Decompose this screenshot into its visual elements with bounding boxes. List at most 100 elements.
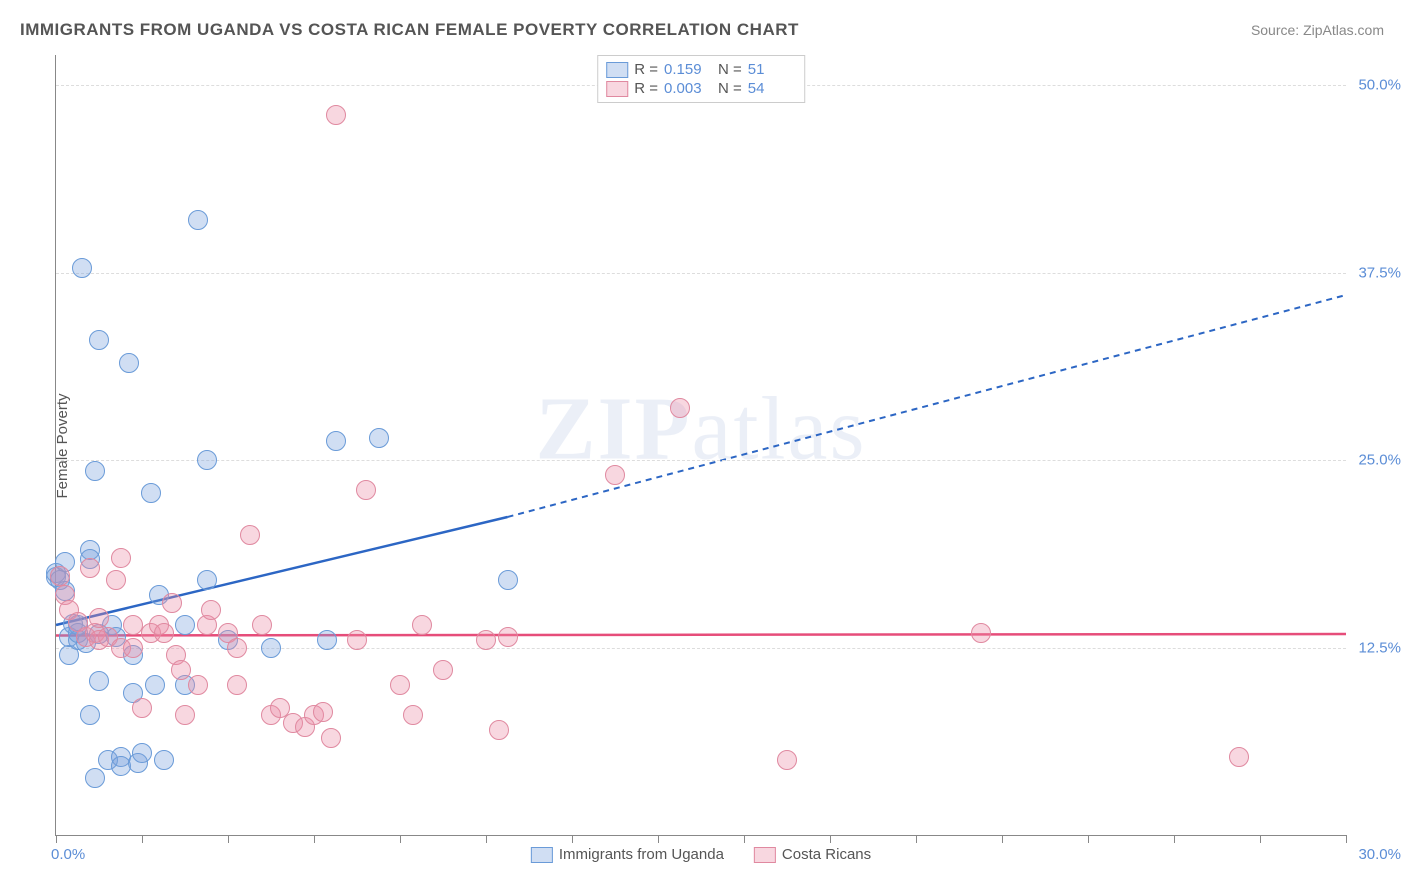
legend-n-value: 51 [748,61,796,78]
legend-r-label: R = [634,80,658,97]
y-tick-label: 50.0% [1358,77,1401,94]
data-point [162,593,182,613]
trend-line-dashed [508,295,1347,517]
data-point [356,480,376,500]
data-point [433,660,453,680]
legend-top-row: R = 0.003 N = 54 [606,79,796,98]
legend-correlation: R = 0.159 N = 51 R = 0.003 N = 54 [597,55,805,103]
data-point [89,671,109,691]
data-point [227,638,247,658]
source-attribution: Source: ZipAtlas.com [1251,22,1384,38]
y-tick-label: 25.0% [1358,452,1401,469]
x-tick [1002,835,1003,843]
x-tick [1260,835,1261,843]
data-point [188,675,208,695]
gridline [56,648,1346,649]
data-point [123,638,143,658]
legend-series-label: Immigrants from Uganda [559,846,724,863]
x-tick [830,835,831,843]
legend-series-label: Costa Ricans [782,846,871,863]
trend-line-solid [56,634,1346,636]
x-axis-max-label: 30.0% [1358,846,1401,863]
x-tick [400,835,401,843]
data-point [403,705,423,725]
legend-r-label: R = [634,61,658,78]
x-tick [228,835,229,843]
data-point [252,615,272,635]
data-point [347,630,367,650]
plot-area: ZIPatlas R =0.159N =51R =0.003N =54 Immi… [55,55,1346,836]
data-point [498,570,518,590]
legend-top-row: R = 0.159 N = 51 [606,60,796,79]
trend-lines-svg [56,55,1346,835]
data-point [317,630,337,650]
data-point [89,608,109,628]
data-point [50,566,70,586]
legend-swatch [606,62,628,78]
chart-title: IMMIGRANTS FROM UGANDA VS COSTA RICAN FE… [20,20,799,40]
legend-bottom-item: Costa Ricans [754,846,871,863]
data-point [1229,747,1249,767]
x-tick [1088,835,1089,843]
data-point [154,623,174,643]
data-point [489,720,509,740]
data-point [119,353,139,373]
data-point [261,638,281,658]
data-point [145,675,165,695]
legend-bottom-item: Immigrants from Uganda [531,846,724,863]
legend-series: Immigrants from Uganda Costa Ricans [531,846,871,863]
data-point [197,570,217,590]
x-tick [314,835,315,843]
x-tick [486,835,487,843]
data-point [227,675,247,695]
data-point [197,450,217,470]
data-point [321,728,341,748]
data-point [326,431,346,451]
chart-container: IMMIGRANTS FROM UGANDA VS COSTA RICAN FE… [0,0,1406,892]
x-tick [1346,835,1347,843]
x-tick [142,835,143,843]
data-point [369,428,389,448]
data-point [132,698,152,718]
data-point [313,702,333,722]
data-point [605,465,625,485]
legend-swatch [531,847,553,863]
data-point [777,750,797,770]
data-point [498,627,518,647]
data-point [72,258,92,278]
data-point [111,548,131,568]
legend-n-label: N = [718,61,742,78]
data-point [412,615,432,635]
x-tick [572,835,573,843]
data-point [141,483,161,503]
data-point [154,750,174,770]
gridline [56,460,1346,461]
data-point [85,768,105,788]
x-tick [56,835,57,843]
legend-swatch [754,847,776,863]
legend-swatch [606,81,628,97]
data-point [971,623,991,643]
trend-line-solid [56,517,508,625]
legend-r-value: 0.159 [664,61,712,78]
data-point [171,660,191,680]
data-point [476,630,496,650]
y-tick-label: 12.5% [1358,639,1401,656]
data-point [132,743,152,763]
data-point [326,105,346,125]
data-point [80,705,100,725]
x-tick [1174,835,1175,843]
data-point [106,570,126,590]
data-point [80,558,100,578]
data-point [188,210,208,230]
data-point [240,525,260,545]
x-axis-min-label: 0.0% [51,846,85,863]
data-point [670,398,690,418]
y-tick-label: 37.5% [1358,264,1401,281]
legend-n-label: N = [718,80,742,97]
legend-r-value: 0.003 [664,80,712,97]
data-point [85,461,105,481]
legend-n-value: 54 [748,80,796,97]
x-tick [916,835,917,843]
x-tick [744,835,745,843]
